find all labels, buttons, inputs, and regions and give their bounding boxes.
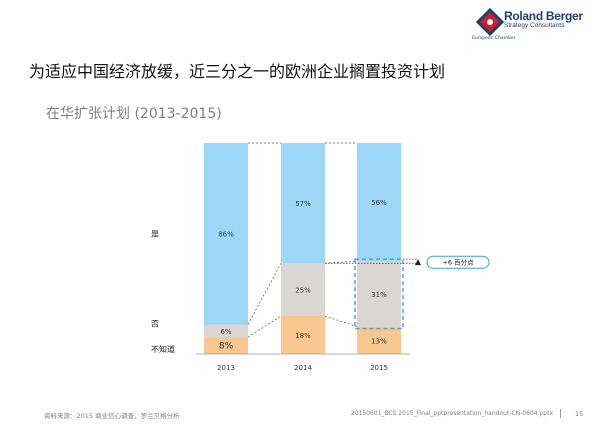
bar-2014-0	[281, 316, 325, 354]
x-tick-label-2015: 2015	[370, 364, 388, 372]
brand-sub: Strategy Consultants	[504, 22, 565, 29]
data-label-2015-0: 13%	[371, 337, 387, 345]
data-label-2015-2: 56%	[371, 199, 387, 207]
chart-subtitle: 在华扩张计划 (2013-2015)	[46, 106, 222, 122]
up-arrow-icon	[415, 259, 421, 266]
connector-line-1-1	[324, 260, 358, 264]
chamber-name: European Chamber	[472, 36, 516, 41]
data-label-2014-2: 57%	[295, 200, 311, 208]
bar-2014-1	[281, 263, 325, 317]
roland-berger-logo: Roland Berger Strategy Consultants Europ…	[472, 6, 610, 46]
page-title: 为适应中国经济放缓，近三分之一的欧洲企业搁置投资计划	[29, 62, 446, 81]
data-label-2014-0: 18%	[295, 332, 311, 340]
delta-annotation-box	[426, 255, 490, 269]
bar-2013-1	[204, 324, 248, 338]
data-label-2013-0: 8%	[219, 342, 234, 352]
footer-source: 资料来源：2015 商业信心调查，罗兰贝格分析	[44, 412, 180, 420]
data-label-2013-2: 86%	[218, 231, 234, 239]
connector-line-0-1	[247, 263, 282, 325]
bar-2015-2	[357, 143, 401, 262]
connector-line-0-0	[247, 315, 282, 338]
legend-label-1: 否	[151, 319, 159, 328]
x-tick-label-2014: 2014	[294, 364, 312, 372]
footer-file: 20150601_BCS 2015_Final_pptpresentation_…	[350, 410, 553, 417]
brand-name: Roland Berger	[504, 9, 583, 23]
footer-page-number: 15	[575, 410, 584, 418]
connector-line-1-0	[324, 315, 358, 327]
data-label-2013-1: 6%	[220, 328, 231, 336]
bar-2013-0	[204, 337, 248, 354]
bar-2015-0	[357, 326, 401, 354]
x-tick-label-2013: 2013	[217, 364, 235, 372]
bar-2014-2	[281, 143, 325, 264]
legend-label-0: 不知道	[151, 344, 175, 354]
footer-divider	[560, 409, 561, 418]
logo-emblem-icon	[475, 7, 505, 37]
highlight-box	[354, 258, 404, 330]
data-label-2014-1: 25%	[295, 287, 311, 295]
data-label-2015-1: 31%	[371, 291, 387, 299]
bar-2015-1	[357, 261, 401, 327]
legend-label-2: 是	[151, 230, 159, 239]
delta-annotation-label: +6 百分点	[442, 258, 474, 267]
bar-2013-2	[204, 143, 248, 325]
